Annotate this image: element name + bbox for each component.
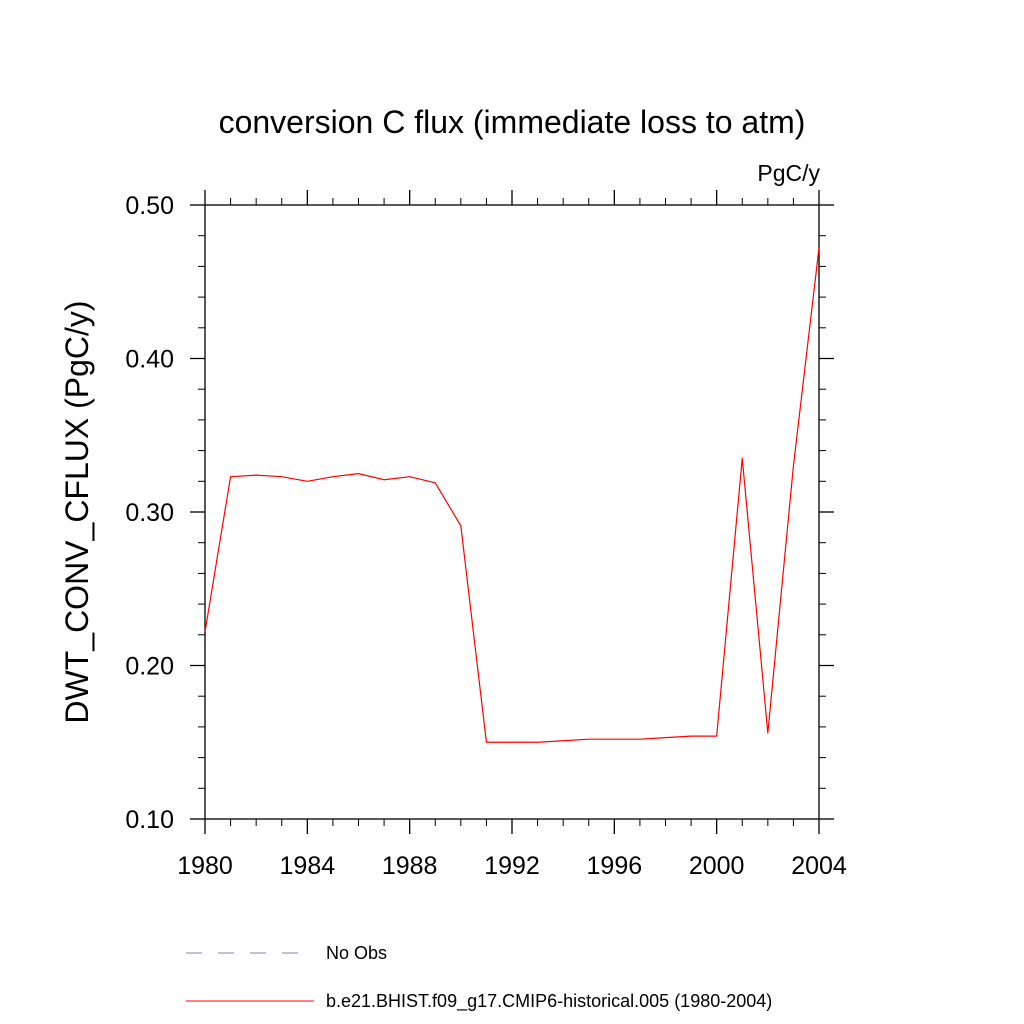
y-tick-label: 0.30 [125,499,174,527]
series-layer [204,247,820,743]
plot-frame [204,204,820,820]
units-label: PgC/y [757,160,820,186]
x-tick-label: 1996 [587,852,643,880]
x-tick-label: 1984 [280,852,336,880]
legend: No Obs b.e21.BHIST.f09_g17.CMIP6-historic… [186,943,772,1012]
axes-ticks: 1980 1984 1988 1992 1996 2000 2004 0.10 0.20 0.30… [125,190,847,880]
x-tick-label: 2000 [689,852,745,880]
x-tick-label: 1992 [484,852,540,880]
legend-label: No Obs [326,943,387,963]
y-tick-label: 0.10 [125,806,174,834]
y-tick-label: 0.40 [125,346,174,374]
y-tick-label: 0.50 [125,192,174,220]
series-line [204,247,820,743]
y-axis-title: DWT_CONV_CFLUX (PgC/y) [59,300,95,723]
chart-title: conversion C flux (immediate loss to atm… [219,104,806,140]
x-tick-label: 1980 [177,852,233,880]
x-tick-label: 1988 [382,852,438,880]
x-tick-label: 2004 [791,852,847,880]
y-tick-label: 0.20 [125,653,174,681]
legend-label: b.e21.BHIST.f09_g17.CMIP6-historical.005… [326,991,772,1012]
